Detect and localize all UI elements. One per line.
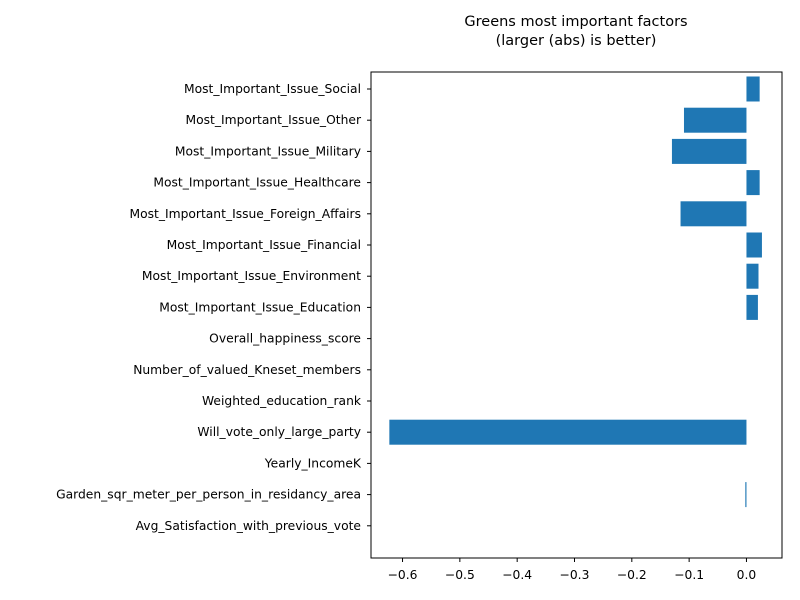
bar [671,138,747,164]
x-tick-label: −0.3 [560,568,590,582]
x-tick-label: −0.2 [617,568,647,582]
chart-title: Greens most important factors [464,14,687,30]
bar [746,232,762,258]
y-tick-label: Most_Important_Issue_Foreign_Affairs [129,207,361,221]
y-tick-label: Most_Important_Issue_Education [159,300,361,314]
y-tick-label: Most_Important_Issue_Healthcare [153,176,361,190]
y-tick-label: Most_Important_Issue_Social [184,82,361,96]
y-tick-label: Will_vote_only_large_party [197,425,361,439]
x-axis: −0.6 −0.5 −0.4 −0.3 −0.2 −0.1 0.0 [388,558,757,582]
y-tick-label: Number_of_valued_Kneset_members [133,363,361,377]
bar [389,419,747,445]
x-tick-label: −0.4 [502,568,532,582]
y-tick-label: Garden_sqr_meter_per_person_in_residancy… [56,488,361,502]
bar [680,201,747,227]
y-tick-label: Avg_Satisfaction_with_previous_vote [136,519,361,533]
bar [683,107,747,133]
x-tick-label: −0.5 [445,568,475,582]
y-tick-label: Overall_happiness_score [209,332,361,346]
x-tick-label: 0.0 [737,568,757,582]
bar [746,263,759,289]
y-tick-label: Most_Important_Issue_Other [186,113,362,127]
x-tick-label: −0.6 [388,568,418,582]
bar [746,170,760,196]
y-tick-label: Yearly_IncomeK [264,456,362,470]
y-axis: Most_Important_Issue_Social Most_Importan… [56,82,371,533]
axes-frame [370,71,783,559]
bar [745,482,747,508]
x-tick-label: −0.1 [674,568,704,582]
y-tick-label: Weighted_education_rank [202,394,362,408]
chart-subtitle: (larger (abs) is better) [496,33,657,49]
y-tick-label: Most_Important_Issue_Environment [142,269,361,283]
bars-group [389,76,762,508]
bar [746,76,760,102]
y-tick-label: Most_Important_Issue_Financial [167,238,361,252]
y-tick-label: Most_Important_Issue_Military [175,144,361,158]
bar [746,294,758,320]
